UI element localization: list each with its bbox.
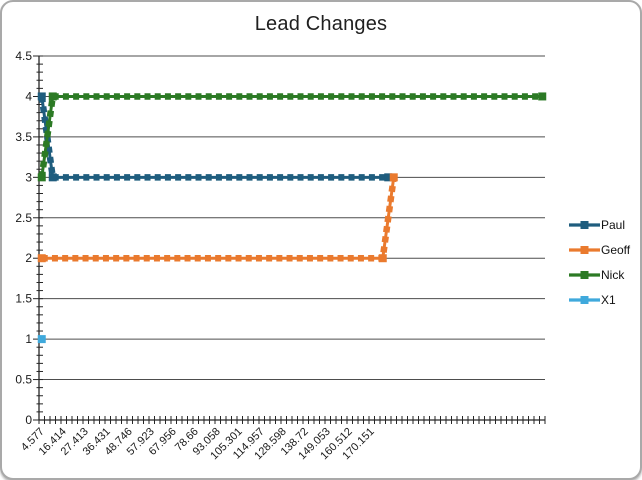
y-axis-label: 4.5 — [15, 49, 32, 63]
y-axis-label: 0.5 — [15, 373, 32, 387]
axes — [33, 55, 546, 424]
legend-marker-icon — [569, 220, 600, 229]
data-point-marker — [538, 92, 547, 101]
y-axis-label: 2.5 — [15, 211, 32, 225]
data-point-marker — [48, 173, 57, 182]
y-axis-label: 4 — [25, 89, 32, 103]
y-axis-label: 0 — [25, 413, 32, 427]
legend-label: Geoff — [601, 242, 631, 257]
data-point-marker — [384, 173, 393, 182]
series-x1 — [37, 335, 46, 344]
y-axis-label: 2 — [25, 251, 32, 265]
gridlines — [39, 55, 545, 381]
series-geoff — [37, 173, 398, 263]
legend-marker-icon — [569, 295, 600, 304]
data-point-marker — [389, 173, 398, 182]
series-nick — [37, 92, 547, 182]
data-point-marker — [378, 254, 387, 263]
legend-label: Nick — [601, 267, 625, 282]
legend-marker-icon — [569, 270, 600, 279]
legend: Paul Geoff Nick X1 — [569, 212, 640, 312]
y-axis-label: 3.5 — [15, 130, 32, 144]
legend-marker-icon — [569, 245, 600, 254]
y-axis-label: 1 — [25, 332, 32, 346]
y-axis-labels: 4.5 4 3.5 3 2.5 2 1.5 1 0.5 0 — [15, 49, 32, 427]
data-point-marker — [37, 92, 46, 101]
legend-label: Paul — [601, 217, 626, 232]
data-point-marker — [48, 92, 57, 101]
legend-label: X1 — [601, 292, 616, 307]
x-axis-labels: 4.57716.41427.41336.43148.74657.92367.95… — [19, 426, 377, 463]
legend-item-geoff: Geoff — [569, 237, 640, 262]
y-axis-label: 3 — [25, 170, 32, 184]
legend-item-nick: Nick — [569, 262, 640, 287]
series-paul — [37, 92, 393, 182]
data-point-marker — [37, 254, 46, 263]
y-axis-label: 1.5 — [15, 292, 32, 306]
data-point-marker — [37, 335, 46, 344]
legend-item-x1: X1 — [569, 287, 640, 312]
chart-title: Lead Changes — [254, 13, 388, 35]
legend-item-paul: Paul — [569, 212, 640, 237]
data-point-marker — [37, 173, 46, 182]
